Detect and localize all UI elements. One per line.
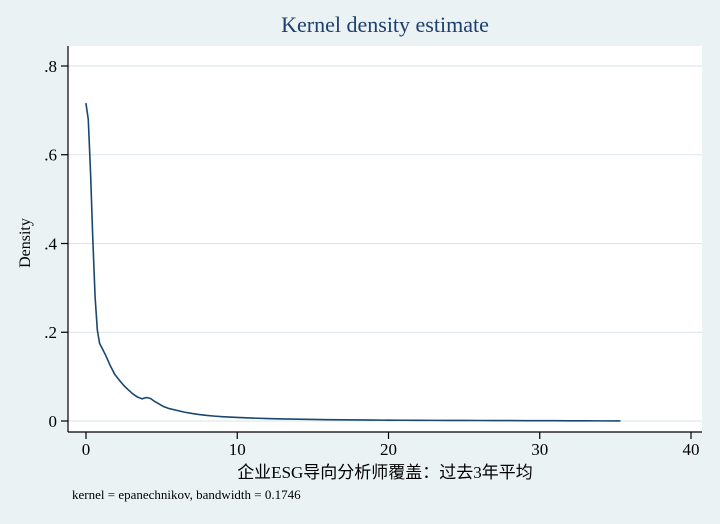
- kernel-bandwidth-note: kernel = epanechnikov, bandwidth = 0.174…: [72, 487, 301, 502]
- x-tick-label: 30: [531, 440, 548, 459]
- x-axis-label: 企业ESG导向分析师覆盖：过去3年平均: [237, 463, 533, 482]
- x-tick-label: 40: [683, 440, 700, 459]
- y-tick-label: .4: [44, 234, 57, 253]
- y-tick-label: .8: [44, 57, 57, 76]
- y-tick-label: .2: [44, 323, 57, 342]
- y-tick-label: .6: [44, 146, 57, 165]
- plot-background: [68, 46, 702, 432]
- x-tick-label: 0: [82, 440, 91, 459]
- density-line: [85, 102, 621, 422]
- x-tick-label: 10: [229, 440, 246, 459]
- chart-title: Kernel density estimate: [281, 12, 489, 37]
- x-tick-label: 20: [380, 440, 397, 459]
- y-tick-label: 0: [49, 412, 58, 431]
